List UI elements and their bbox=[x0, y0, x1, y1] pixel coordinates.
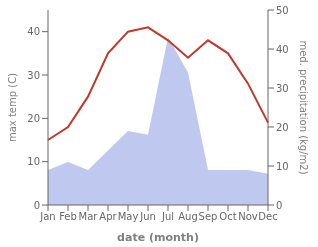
svg-text:40: 40 bbox=[276, 44, 289, 55]
svg-text:10: 10 bbox=[27, 156, 40, 167]
svg-text:max temp (C): max temp (C) bbox=[8, 73, 18, 142]
svg-text:Nov: Nov bbox=[238, 211, 258, 222]
svg-text:30: 30 bbox=[27, 70, 40, 81]
svg-text:Jan: Jan bbox=[39, 211, 55, 222]
svg-text:20: 20 bbox=[27, 113, 40, 124]
svg-text:10: 10 bbox=[276, 161, 289, 172]
svg-text:Dec: Dec bbox=[258, 211, 277, 222]
svg-text:Jun: Jun bbox=[139, 211, 156, 222]
svg-text:30: 30 bbox=[276, 83, 289, 94]
svg-text:Jul: Jul bbox=[161, 211, 174, 222]
svg-text:Feb: Feb bbox=[59, 211, 77, 222]
svg-text:Sep: Sep bbox=[199, 211, 218, 222]
svg-text:med. precipitation (kg/m2): med. precipitation (kg/m2) bbox=[298, 40, 309, 174]
svg-text:0: 0 bbox=[34, 200, 40, 211]
svg-text:Apr: Apr bbox=[99, 211, 117, 222]
svg-text:Oct: Oct bbox=[219, 211, 236, 222]
svg-text:date (month): date (month) bbox=[117, 231, 199, 244]
svg-text:Aug: Aug bbox=[178, 211, 198, 222]
svg-text:40: 40 bbox=[27, 26, 40, 37]
svg-text:0: 0 bbox=[276, 200, 282, 211]
svg-text:May: May bbox=[118, 211, 139, 222]
svg-text:50: 50 bbox=[276, 5, 289, 16]
svg-text:Mar: Mar bbox=[79, 211, 99, 222]
svg-text:20: 20 bbox=[276, 122, 289, 133]
